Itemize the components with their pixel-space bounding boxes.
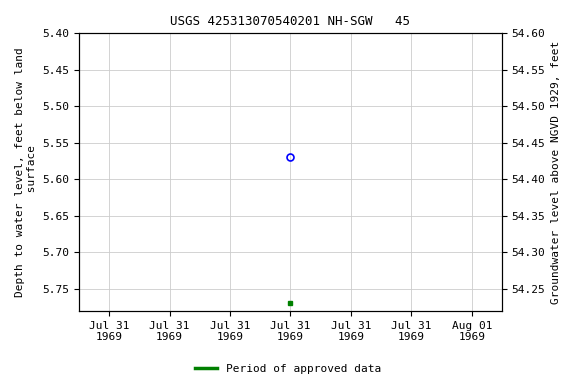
Y-axis label: Depth to water level, feet below land
 surface: Depth to water level, feet below land su…	[15, 47, 37, 297]
Y-axis label: Groundwater level above NGVD 1929, feet: Groundwater level above NGVD 1929, feet	[551, 40, 561, 304]
Title: USGS 425313070540201 NH-SGW   45: USGS 425313070540201 NH-SGW 45	[170, 15, 411, 28]
Legend: Period of approved data: Period of approved data	[191, 359, 385, 379]
